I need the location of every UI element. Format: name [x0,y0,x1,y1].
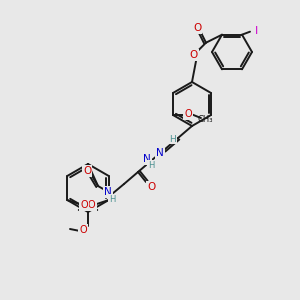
Text: N: N [156,148,164,158]
Text: N: N [143,154,151,164]
Text: H: H [109,194,115,203]
Text: CH₃: CH₃ [197,115,213,124]
Text: I: I [254,26,258,36]
Text: H: H [148,160,154,169]
Text: O: O [184,109,192,119]
Text: O: O [147,182,155,192]
Text: O: O [80,200,88,210]
Text: O: O [83,166,91,176]
Text: O: O [193,23,201,33]
Text: H: H [169,134,176,143]
Text: O: O [88,200,96,210]
Text: N: N [104,187,112,197]
Text: O: O [79,225,87,235]
Text: O: O [190,50,198,60]
